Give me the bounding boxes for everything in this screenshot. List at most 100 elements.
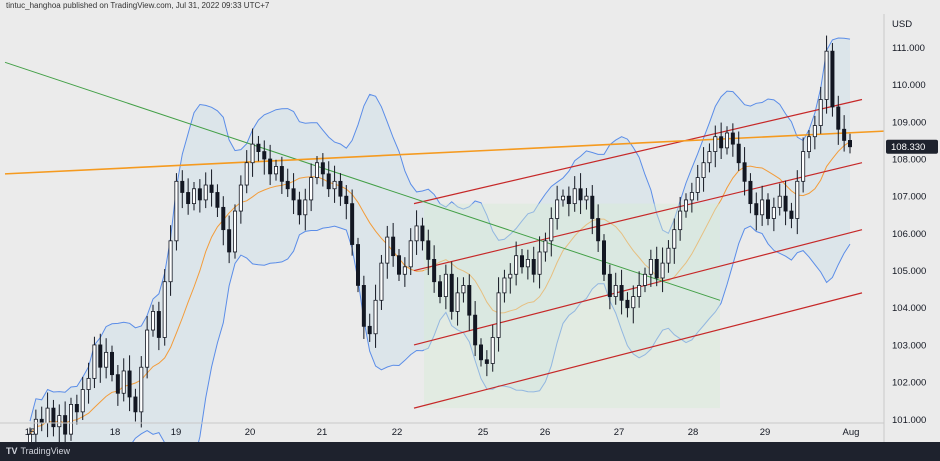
candle [514,241,519,286]
candle [350,189,355,256]
candle [438,275,442,304]
price-chart[interactable]: USD 111.000110.000109.000108.000107.0001… [0,0,940,442]
footer-bar: TV TradingView [0,442,940,461]
candle [139,356,144,428]
candle [233,204,237,259]
candle [256,135,261,162]
candle [666,240,671,273]
candle [590,185,595,235]
tradingview-logo[interactable]: TV TradingView [6,446,70,456]
candle [508,263,513,294]
candle [391,222,396,267]
candle [531,246,536,283]
candle [461,277,466,303]
candle [490,324,495,372]
y-tick-label: 103.000 [892,340,926,351]
y-tick-label: 108.000 [892,155,926,166]
x-tick-label: 26 [540,427,551,438]
y-tick-label: 110.000 [892,80,926,91]
candle [414,210,419,255]
candle [268,144,273,186]
candle [701,147,706,192]
candle [250,128,255,177]
candle [174,173,179,251]
price-axis[interactable] [0,14,885,442]
x-tick-label: 22 [392,427,403,438]
candle [566,186,571,217]
candle [33,409,38,442]
candle [221,196,226,246]
candle [719,122,724,160]
candle [596,204,601,252]
last-price-badge: 108.330 [886,139,938,154]
candle [28,427,32,442]
candle [402,257,407,287]
candle [607,264,612,310]
candle [315,156,319,185]
candle [303,188,308,231]
bollinger-lower [132,225,851,442]
candle [572,176,577,212]
candle [74,394,79,425]
candle [473,301,478,357]
candle [180,170,185,209]
x-tick-label: 19 [171,427,182,438]
candle [426,229,431,276]
candle [766,193,770,226]
candle [713,125,718,168]
channel-line [413,162,863,272]
candle [643,267,647,293]
candle [385,225,390,279]
tv-logo-icon: TV [6,446,18,456]
y-tick-label: 111.000 [892,43,925,54]
candle [92,336,97,389]
candle [455,277,460,326]
candle [742,147,747,196]
candle [168,225,173,296]
candle [98,333,103,383]
candle [689,182,694,213]
resistance-line [4,130,885,175]
currency-label: USD [892,19,912,30]
candle [192,182,196,211]
candle [543,232,548,262]
candle [367,313,372,342]
candle [789,202,794,229]
candle [578,173,583,215]
candle [707,143,712,173]
channel-line [413,98,863,205]
candle [443,264,448,310]
candle [613,272,618,305]
x-tick-label: 28 [688,427,699,438]
candle [812,115,817,150]
candle [420,217,425,251]
candle [496,277,501,352]
y-tick-label: 101.000 [892,415,926,426]
x-tick-label: Aug [843,427,860,438]
candle [86,362,91,404]
x-tick-label: 29 [760,427,771,438]
candle [736,131,741,171]
candle [145,315,150,379]
price-channel [413,98,863,409]
last-price-label: 108.330 [891,142,925,153]
candle [432,245,437,293]
channel-zone [424,203,720,409]
candle [525,249,530,280]
candle [561,189,565,207]
candle [274,159,278,181]
y-tick-label: 105.000 [892,266,926,277]
publish-info: tintuc_hanghoa published on TradingView.… [6,1,270,10]
candle [51,399,56,437]
candle [584,188,589,210]
candle [408,228,413,276]
candle [537,236,542,289]
x-tick-label: 27 [614,427,625,438]
candle [484,350,489,377]
candle [244,150,249,194]
candles [28,35,852,442]
candle [279,156,284,194]
x-tick-label: 18 [110,427,121,438]
candle [238,175,243,224]
